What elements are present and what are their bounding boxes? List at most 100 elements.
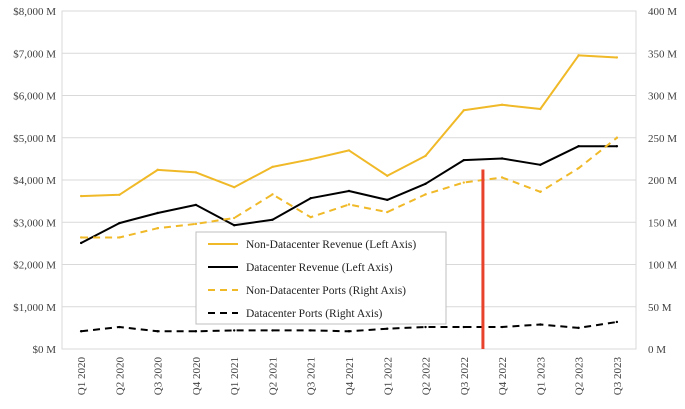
- data-point: [233, 224, 236, 227]
- legend-label: Non-Datacenter Revenue (Left Axis): [246, 239, 416, 251]
- data-point: [615, 136, 619, 139]
- legend-label: Datacenter Revenue (Left Axis): [246, 262, 393, 274]
- series-line: [81, 137, 618, 239]
- data-point: [424, 325, 427, 329]
- data-point: [156, 168, 159, 172]
- data-point: [194, 222, 198, 226]
- data-point: [156, 226, 159, 230]
- data-point: [271, 193, 274, 196]
- data-point: [309, 158, 312, 161]
- left-tick-label: $8,000 M: [13, 6, 56, 18]
- x-axis: Q1 2020 Q2 2020 Q3 2020 Q4 2020 Q1 2021 Q2 20…: [76, 357, 624, 396]
- data-point: [156, 211, 159, 215]
- data-point: [386, 327, 389, 330]
- legend-label: Non-Datacenter Ports (Right Axis): [246, 285, 406, 297]
- data-point: [500, 176, 504, 179]
- right-tick-label: 0 M: [648, 344, 666, 356]
- gridlines: [61, 10, 637, 350]
- series-3: [79, 320, 619, 333]
- left-axis: $0 M $1,000 M $2,000 M $3,000 M $4,000 M $5,0…: [13, 6, 56, 356]
- left-tick-label: $4,000 M: [13, 175, 56, 187]
- data-point: [194, 171, 198, 174]
- data-point: [539, 323, 542, 326]
- data-point: [118, 325, 121, 329]
- x-tick-label: Q1 2022: [382, 357, 394, 395]
- x-tick-label: Q3 2022: [459, 357, 471, 395]
- left-tick-label: $7,000 M: [13, 48, 56, 60]
- data-point: [615, 145, 619, 148]
- plot-border: [61, 10, 637, 350]
- right-tick-label: 50 M: [648, 302, 672, 314]
- data-point: [386, 210, 389, 214]
- data-point: [79, 194, 83, 198]
- x-tick-label: Q4 2020: [191, 357, 203, 396]
- legend-label: Datacenter Ports (Right Axis): [246, 308, 383, 320]
- data-point: [615, 56, 619, 59]
- x-tick-label: Q1 2021: [229, 357, 241, 395]
- legend-box: [195, 231, 447, 325]
- x-tick-label: Q4 2021: [344, 357, 356, 395]
- data-point: [194, 203, 198, 207]
- data-point: [500, 157, 504, 160]
- data-point: [79, 236, 83, 239]
- data-point: [424, 154, 427, 158]
- x-tick-label: Q3 2020: [153, 357, 165, 396]
- data-point: [347, 203, 351, 206]
- right-tick-label: 200 M: [648, 175, 677, 187]
- data-point: [347, 189, 351, 193]
- data-point: [577, 145, 580, 148]
- data-point: [118, 236, 121, 239]
- data-point: [347, 149, 351, 152]
- series-1: [79, 145, 619, 245]
- data-point: [309, 215, 312, 219]
- left-tick-label: $2,000 M: [13, 260, 56, 272]
- right-tick-label: 100 M: [648, 260, 677, 272]
- data-point: [386, 198, 389, 202]
- data-point: [271, 165, 274, 169]
- x-tick-label: Q2 2020: [114, 357, 126, 396]
- data-point: [156, 330, 159, 333]
- data-point: [233, 329, 236, 332]
- data-point: [577, 326, 580, 330]
- right-tick-label: 150 M: [648, 217, 677, 229]
- right-tick-label: 400 M: [648, 6, 677, 18]
- right-tick-label: 350 M: [648, 48, 677, 60]
- data-point: [271, 218, 274, 221]
- data-point: [79, 241, 83, 245]
- series-0: [79, 54, 619, 198]
- x-tick-label: Q3 2023: [612, 357, 624, 396]
- data-point: [539, 107, 542, 111]
- series-line: [80, 145, 617, 244]
- data-point: [462, 325, 465, 329]
- series-layer: [79, 54, 619, 333]
- series-line: [81, 54, 617, 198]
- data-point: [500, 103, 504, 106]
- data-point: [500, 325, 504, 329]
- data-point: [539, 163, 542, 166]
- data-point: [462, 181, 465, 184]
- data-point: [424, 182, 427, 186]
- right-axis: 0 M 50 M 100 M 150 M 200 M 250 M 300 M 350 M 400…: [648, 6, 677, 356]
- x-tick-label: Q2 2023: [574, 357, 586, 396]
- data-point: [347, 330, 351, 333]
- data-point: [539, 190, 542, 194]
- data-point: [194, 330, 198, 333]
- x-tick-label: Q2 2021: [267, 357, 279, 395]
- data-point: [271, 329, 274, 332]
- data-point: [424, 193, 427, 196]
- legend: Non-Datacenter Revenue (Left Axis) Datace…: [195, 231, 447, 325]
- x-tick-label: Q1 2023: [535, 357, 547, 396]
- data-point: [233, 185, 236, 189]
- data-point: [233, 216, 236, 220]
- left-tick-label: $3,000 M: [13, 217, 56, 229]
- left-tick-label: $1,000 M: [13, 302, 56, 314]
- data-point: [309, 329, 312, 332]
- data-point: [309, 196, 312, 200]
- data-point: [79, 330, 83, 333]
- right-tick-label: 300 M: [648, 91, 677, 103]
- data-point: [386, 174, 389, 177]
- data-point: [577, 166, 580, 170]
- left-tick-label: $5,000 M: [13, 133, 56, 145]
